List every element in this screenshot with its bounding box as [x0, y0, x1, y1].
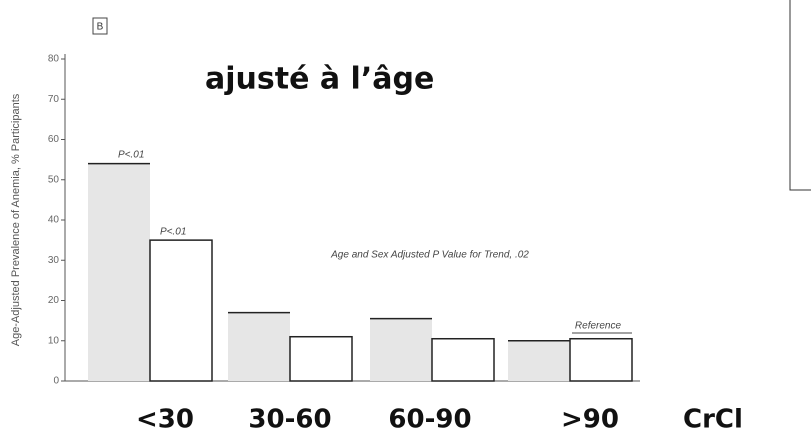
- y-tick-label: 70: [48, 94, 60, 105]
- y-tick-label: 40: [48, 215, 60, 226]
- bar: [88, 163, 150, 381]
- bar: [228, 312, 290, 381]
- x-tick-label: >90: [561, 405, 619, 435]
- bar: [431, 337, 495, 382]
- x-tick-label: 30-60: [248, 405, 331, 435]
- y-tick-label: 50: [48, 174, 60, 185]
- y-tick-label: 60: [48, 134, 60, 145]
- bar: [370, 318, 432, 381]
- y-tick-label: 30: [48, 255, 60, 266]
- y-tick-label: 10: [48, 335, 60, 346]
- panel-label: B: [97, 22, 104, 33]
- x-axis-label: CrCl: [683, 405, 743, 435]
- y-tick-label: 80: [48, 54, 60, 65]
- y-tick-label: 0: [53, 376, 59, 387]
- bar: [149, 239, 213, 382]
- y-axis-label: Age-Adjusted Prevalence of Anemia, % Par…: [10, 93, 22, 346]
- y-tick-label: 20: [48, 295, 60, 306]
- annotation: Reference: [575, 321, 622, 332]
- x-tick-label: 60-90: [388, 405, 471, 435]
- panel-box: [92, 17, 108, 35]
- side-panel-edge: [789, 0, 811, 191]
- bar: [508, 340, 570, 381]
- chart-title: ajusté à l’âge: [205, 62, 434, 97]
- annotation: Age and Sex Adjusted P Value for Trend, …: [330, 250, 529, 261]
- bar: [569, 337, 633, 382]
- annotation: P<.01: [118, 150, 144, 161]
- x-tick-label: <30: [136, 405, 194, 435]
- annotation: P<.01: [160, 227, 186, 238]
- bar: [289, 335, 353, 382]
